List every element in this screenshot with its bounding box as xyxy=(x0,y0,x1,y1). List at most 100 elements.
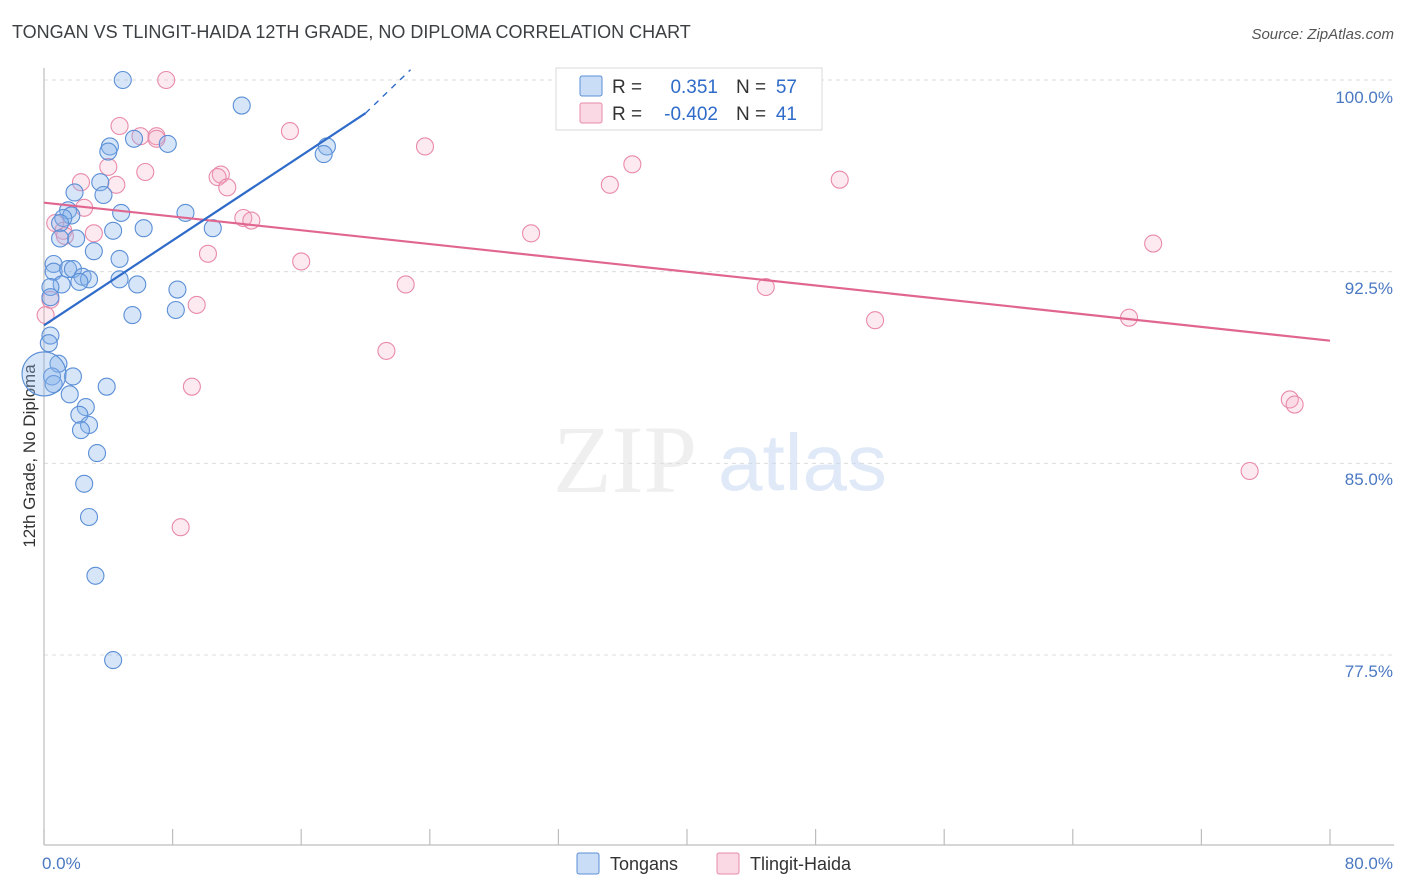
gridlines xyxy=(44,79,1394,656)
point-tlingit-haida-15 xyxy=(600,175,619,194)
point-tongans-35 xyxy=(168,280,187,299)
series-tlingit-haida-points xyxy=(36,70,1304,537)
bottom-legend-label-tongans: Tongans xyxy=(610,854,678,874)
trendline-tongans xyxy=(43,112,367,327)
point-tlingit-haida-29 xyxy=(756,277,775,297)
point-tlingit-haida-25 xyxy=(1144,234,1163,253)
point-tlingit-haida-38 xyxy=(1285,395,1304,414)
bottom-legend-swatch-tlingit-haida xyxy=(716,852,740,875)
point-tlingit-haida-27 xyxy=(292,252,311,271)
point-tongans-47 xyxy=(76,398,95,417)
point-tongans-52 xyxy=(75,474,94,493)
point-tlingit-haida-5 xyxy=(147,129,166,148)
point-tongans-24 xyxy=(44,262,63,281)
chart-title: TONGAN VS TLINGIT-HAIDA 12TH GRADE, NO D… xyxy=(12,22,691,42)
point-tongans-23 xyxy=(44,254,63,274)
legend-n-label-tlingit-haida: N = xyxy=(736,104,766,125)
legend-n-value-tongans: 57 xyxy=(776,77,797,98)
point-tlingit-haida-6 xyxy=(415,137,435,156)
point-tongans-20 xyxy=(51,229,70,248)
legend-r-value-tongans: 0.351 xyxy=(670,77,718,98)
legend-n-value-tlingit-haida: 41 xyxy=(776,104,797,125)
point-tongans-38 xyxy=(123,306,142,325)
point-tlingit-haida-8 xyxy=(99,157,118,176)
y-tick-label-100: 100.0% xyxy=(1335,88,1393,107)
x-axis-tick-marks xyxy=(43,829,1331,845)
point-tongans-54 xyxy=(86,566,105,585)
y-tick-label-77-5: 77.5% xyxy=(1345,662,1393,681)
zipatlas-watermark: ZIP atlas xyxy=(553,406,887,513)
point-tlingit-haida-40 xyxy=(171,518,190,537)
point-tongans-3 xyxy=(158,134,177,153)
legend-r-value-tlingit-haida: -0.402 xyxy=(664,104,718,125)
point-tongans-39 xyxy=(41,326,60,345)
point-tongans-43 xyxy=(63,367,82,386)
point-tongans-18 xyxy=(134,219,153,238)
point-tongans-34 xyxy=(41,277,60,297)
point-tongans-46 xyxy=(60,385,79,404)
point-tongans-45 xyxy=(97,377,116,396)
point-tlingit-haida-26 xyxy=(198,244,218,263)
point-tongans-2 xyxy=(124,129,144,148)
point-tongans-17 xyxy=(104,221,123,240)
point-tlingit-haida-35 xyxy=(377,341,396,360)
watermark-atlas: atlas xyxy=(718,418,887,507)
point-tlingit-haida-13 xyxy=(71,173,91,192)
trendline-tongans-extension xyxy=(365,69,411,114)
point-tlingit-haida-23 xyxy=(522,224,541,243)
point-tongans-37 xyxy=(166,300,185,320)
point-tongans-28 xyxy=(110,249,129,268)
point-tongans-7 xyxy=(314,145,333,164)
point-tlingit-haida-0 xyxy=(157,70,176,90)
point-tlingit-haida-36 xyxy=(182,377,201,396)
point-tlingit-haida-32 xyxy=(866,311,885,330)
point-tongans-30 xyxy=(110,270,129,289)
point-tongans-21 xyxy=(67,229,86,248)
legend-r-label-tlingit-haida: R = xyxy=(612,104,642,125)
point-tongans-53 xyxy=(79,507,99,527)
point-tongans-50 xyxy=(71,421,91,440)
watermark-zip: ZIP xyxy=(553,406,697,513)
stats-legend: R = 0.351 N = 57 R = -0.402 N = 41 xyxy=(555,67,823,131)
trend-lines xyxy=(43,69,1331,342)
point-tlingit-haida-9 xyxy=(136,162,155,182)
point-tongans-0 xyxy=(113,70,132,90)
bottom-legend-swatch-tongans xyxy=(576,852,600,875)
point-tongans-10 xyxy=(94,185,113,205)
point-tlingit-haida-37 xyxy=(1280,390,1299,409)
point-tongans-33 xyxy=(128,275,147,294)
point-tlingit-haida-1 xyxy=(110,116,129,136)
legend-swatch-tongans xyxy=(579,75,603,97)
trendline-tlingit-haida xyxy=(43,201,1331,342)
point-tongans-51 xyxy=(87,444,107,463)
legend-n-label-tongans: N = xyxy=(736,77,766,98)
point-tongans-55 xyxy=(104,651,123,670)
bottom-legend-label-tlingit-haida: Tlingit-Haida xyxy=(750,854,852,874)
chart-source: Source: ZipAtlas.com xyxy=(1251,26,1394,43)
y-tick-label-85: 85.0% xyxy=(1345,470,1393,489)
point-tongans-44 xyxy=(44,375,63,394)
point-tongans-13 xyxy=(54,208,73,228)
point-tlingit-haida-22 xyxy=(84,224,103,243)
series-tongans-points xyxy=(21,70,336,670)
point-tongans-42 xyxy=(42,367,62,386)
point-tlingit-haida-7 xyxy=(623,155,642,174)
point-tongans-5 xyxy=(99,142,118,161)
point-tlingit-haida-31 xyxy=(187,295,206,314)
series-legend: Tongans Tlingit-Haida xyxy=(576,852,852,875)
y-axis-label: 12th Grade, No Diploma xyxy=(20,364,39,548)
point-tongans-36 xyxy=(41,288,60,307)
point-tlingit-haida-12 xyxy=(830,170,849,189)
point-tongans-22 xyxy=(84,242,103,261)
point-tongans-25 xyxy=(59,260,78,279)
point-tlingit-haida-2 xyxy=(280,122,299,141)
point-tlingit-haida-16 xyxy=(218,178,237,197)
x-tick-label-min: 0.0% xyxy=(42,854,81,873)
point-tongans-9 xyxy=(65,183,84,202)
point-tlingit-haida-39 xyxy=(1240,461,1259,481)
point-tongans-1 xyxy=(232,96,251,115)
point-tlingit-haida-28 xyxy=(396,275,415,294)
point-tongans-40 xyxy=(39,334,58,353)
legend-swatch-tlingit-haida xyxy=(579,102,603,124)
